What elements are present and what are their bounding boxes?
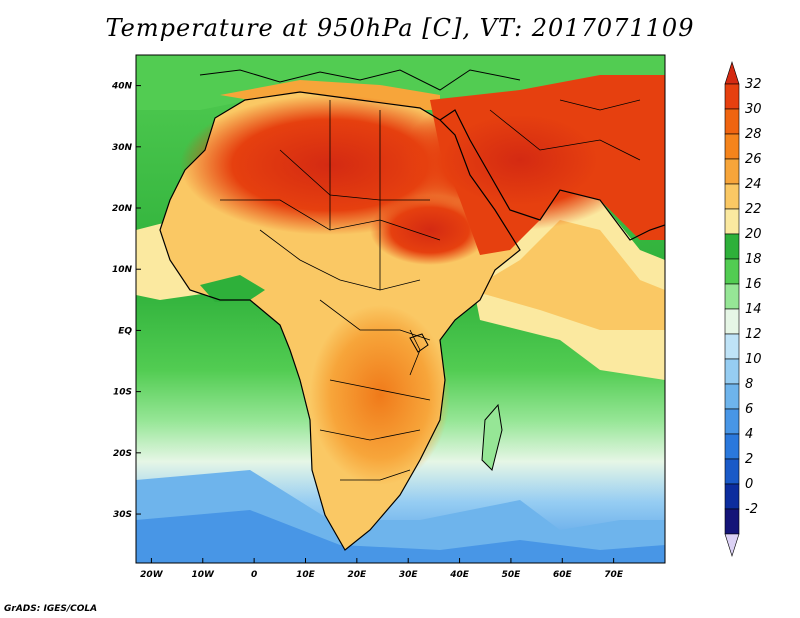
colorbar-swatch [724, 308, 740, 335]
lon-tick-label: 10W [192, 570, 216, 580]
colorbar-swatch [724, 508, 740, 535]
lon-tick-label: 20E [348, 570, 368, 580]
lat-tick-label: 10S [113, 388, 132, 398]
southern-colder [136, 510, 665, 563]
colorbar-level-label: 30 [745, 102, 762, 117]
lon-tick-label: 30E [399, 570, 419, 580]
colorbar-level-label: 28 [745, 127, 762, 142]
plot-frame [135, 54, 666, 564]
lat-tick-label: 30S [113, 510, 132, 520]
colorbar-swatch [724, 108, 740, 135]
lat-tick-label: 20S [113, 449, 132, 459]
colorbar-swatch [724, 158, 740, 185]
sudan-hot-core [370, 195, 490, 265]
colorbar-level-label: 20 [745, 227, 762, 242]
lon-tick-label: 60E [553, 570, 573, 580]
colorbar-bottom-arrow [724, 533, 740, 557]
colorbar-level-label: 32 [745, 77, 762, 92]
map-plot-area [136, 55, 665, 563]
lon-tick-label: 0 [251, 570, 257, 580]
lon-tick-label: 10E [296, 570, 316, 580]
colorbar-swatch [724, 258, 740, 285]
colorbar-level-label: 10 [745, 352, 762, 367]
grads-credit: GrADS: IGES/COLA [4, 604, 98, 614]
colorbar-level-label: 4 [745, 427, 753, 442]
longitude-axis: 20W 10W 0 10E 20E 30E 40E 50E 60E 70E [140, 558, 624, 580]
latitude-axis: 40N 30N 20N 10N EQ 10S 20S 30S [111, 82, 141, 520]
lat-tick-label: 20N [112, 204, 133, 214]
colorbar-level-label: 24 [745, 177, 762, 192]
colorbar-swatch [724, 358, 740, 385]
colorbar-level-label: 14 [745, 302, 762, 317]
gulf-guinea-cool [200, 275, 265, 302]
colorbar-level-label: 2 [745, 452, 753, 467]
indian-ocean-warm2 [470, 220, 665, 330]
lon-tick-label: 70E [604, 570, 624, 580]
lat-tick-label: 10N [112, 265, 133, 275]
lon-tick-label: 40E [449, 570, 470, 580]
map-title: Temperature at 950hPa [C], VT: 201707110… [105, 14, 695, 42]
arabia-coastline [439, 109, 665, 241]
colorbar-swatch [724, 133, 740, 160]
lake-victoria [409, 333, 429, 353]
southern-africa-warm [310, 305, 450, 485]
colorbar-swatch [724, 83, 740, 110]
colorbar-level-label: 0 [745, 477, 753, 492]
lat-tick-label: EQ [118, 326, 132, 336]
lat-tick-label: 40N [111, 82, 133, 92]
colorbar-swatch [724, 183, 740, 210]
colorbar-swatch [724, 333, 740, 360]
colorbar-swatch [724, 383, 740, 410]
colorbar-swatch [724, 408, 740, 435]
coastline [159, 91, 521, 551]
colorbar-level-label: 18 [745, 252, 762, 267]
colorbar-level-label: -2 [745, 502, 758, 517]
colorbar-swatch [724, 433, 740, 460]
lon-tick-label: 20W [140, 570, 164, 580]
lon-tick-label: 50E [502, 570, 522, 580]
colorbar-level-label: 8 [745, 377, 753, 392]
colorbar-level-label: 16 [745, 277, 762, 292]
colorbar-level-label: 12 [745, 327, 762, 342]
colorbar-level-label: 22 [745, 202, 762, 217]
colorbar-swatch [724, 208, 740, 235]
colorbar-level-label: 6 [745, 402, 753, 417]
colorbar-swatch [724, 233, 740, 260]
colorbar-swatch [724, 483, 740, 510]
colorbar-swatch [724, 283, 740, 310]
europe-coastline [199, 69, 521, 91]
lat-tick-label: 30N [112, 143, 133, 153]
madagascar [481, 403, 503, 471]
colorbar [724, 61, 740, 557]
colorbar-top-arrow [724, 61, 740, 85]
colorbar-swatch [724, 458, 740, 485]
colorbar-level-label: 26 [745, 152, 762, 167]
